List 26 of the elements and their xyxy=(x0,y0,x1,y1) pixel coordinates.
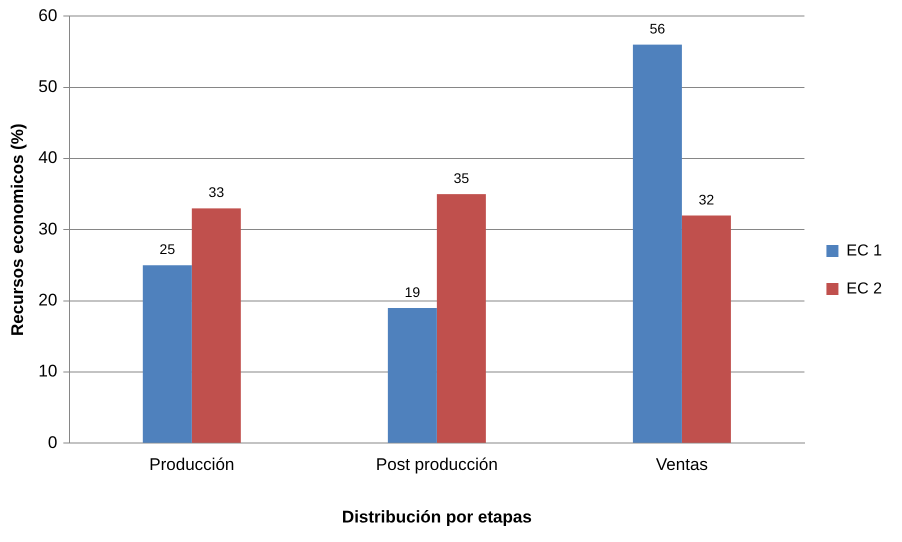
bar xyxy=(192,208,241,443)
x-tick-label: Ventas xyxy=(656,455,708,474)
x-tick-label: Producción xyxy=(149,455,234,474)
y-tick-label: 40 xyxy=(38,148,58,168)
data-label: 35 xyxy=(454,170,470,186)
data-label: 19 xyxy=(404,284,420,300)
data-label: 32 xyxy=(698,191,714,208)
bar xyxy=(388,308,437,443)
legend-label: EC 1 xyxy=(846,242,882,260)
bar xyxy=(682,215,731,443)
x-tick-label: Post producción xyxy=(376,455,498,474)
y-tick-label: 50 xyxy=(38,77,58,96)
y-tick-label: 60 xyxy=(38,6,58,25)
y-axis-title: Recursos economicos (%) xyxy=(8,123,27,336)
data-label: 56 xyxy=(650,20,666,37)
bar xyxy=(436,194,486,443)
data-label: 33 xyxy=(208,184,224,200)
y-tick-label: 20 xyxy=(38,290,58,310)
y-tick-label: 10 xyxy=(38,362,58,381)
x-axis-title: Distribución por etapas xyxy=(342,507,532,526)
legend-label: EC 2 xyxy=(846,280,882,298)
y-tick-label: 30 xyxy=(38,219,58,238)
bar xyxy=(632,44,682,443)
data-label: 25 xyxy=(160,241,176,258)
y-tick-label: 0 xyxy=(48,432,58,452)
bar xyxy=(142,265,192,443)
